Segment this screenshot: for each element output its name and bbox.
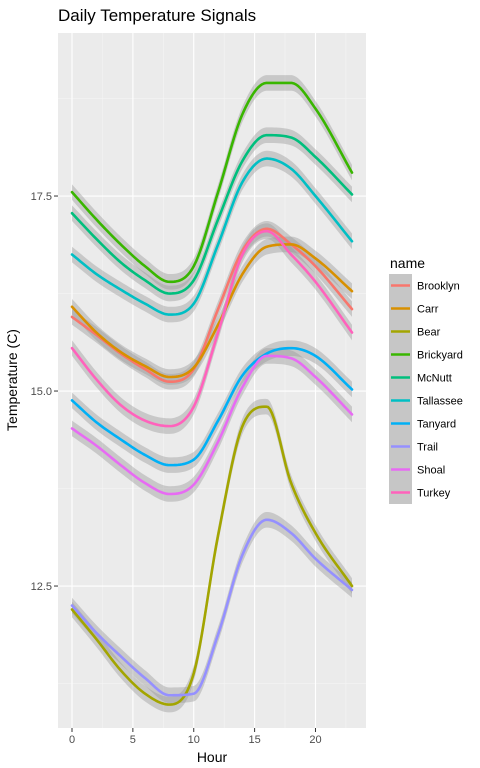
x-tick-label: 0 [69, 734, 75, 746]
legend-item: Brickyard [389, 343, 463, 366]
legend-title: name [390, 255, 425, 271]
series-line [70, 518, 354, 697]
legend-label: Tanyard [417, 419, 456, 431]
legend-item: Turkey [389, 481, 451, 504]
legend-label: Shoal [417, 465, 445, 477]
legend-label: Tallassee [417, 396, 463, 408]
series-line [70, 354, 354, 496]
y-axis: 12.5 15.0 17.5 [31, 191, 58, 593]
plot-panel [58, 33, 366, 728]
series-line [70, 157, 354, 316]
y-tick-label: 12.5 [31, 581, 52, 593]
legend-label: Trail [417, 442, 438, 454]
legend-item: Shoal [389, 458, 445, 481]
legend-item: Tallassee [389, 389, 463, 412]
x-axis: 0 5 10 15 20 [69, 728, 322, 746]
legend-item: Bear [389, 320, 441, 343]
legend-label: Brooklyn [417, 281, 460, 293]
series-line [70, 229, 354, 428]
legend-item: Tanyard [389, 412, 456, 435]
legend-label: Carr [417, 304, 439, 316]
legend-item: McNutt [389, 366, 452, 389]
y-tick-label: 15.0 [31, 386, 52, 398]
x-tick-label: 10 [188, 734, 200, 746]
series-line [70, 133, 354, 295]
legend-label: Brickyard [417, 350, 463, 362]
series-line [70, 81, 354, 284]
legend: name Brooklyn Carr Bear Brickyard McNutt Tall… [389, 255, 463, 504]
legend-label: McNutt [417, 373, 452, 385]
legend-item: Brooklyn [389, 274, 460, 297]
legend-label: Turkey [417, 488, 451, 500]
y-tick-label: 17.5 [31, 191, 52, 203]
x-tick-label: 20 [309, 734, 321, 746]
major-gridlines [58, 33, 366, 728]
series-line [70, 243, 354, 379]
series-lines [70, 81, 354, 706]
legend-item: Trail [389, 435, 438, 458]
y-axis-title: Temperature (C) [4, 329, 20, 431]
series-line [70, 346, 354, 467]
legend-item: Carr [389, 297, 439, 320]
x-tick-label: 5 [130, 734, 136, 746]
chart-title: Daily Temperature Signals [58, 6, 256, 25]
series-line [70, 405, 354, 706]
x-axis-title: Hour [197, 749, 228, 765]
x-tick-label: 15 [248, 734, 260, 746]
legend-label: Bear [417, 327, 441, 339]
